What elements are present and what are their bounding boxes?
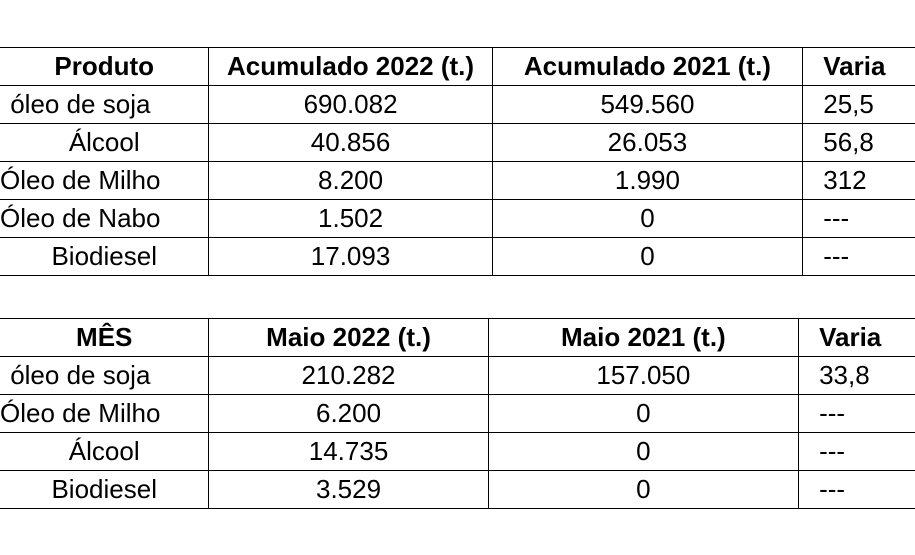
value-cell: 210.282 xyxy=(208,356,489,395)
product-cell: Óleo de Milho xyxy=(0,161,210,200)
product-cell: Óleo de Nabo xyxy=(0,199,210,238)
product-cell: óleo de soja xyxy=(0,356,210,395)
header-variation: Varia xyxy=(802,47,915,86)
variation-cell: 312 xyxy=(802,161,915,200)
value-cell: 0 xyxy=(487,470,800,509)
value-cell: 14.735 xyxy=(208,432,489,471)
table-header-row: Produto Acumulado 2022 (t.) Acumulado 20… xyxy=(0,47,915,86)
value-cell: 690.082 xyxy=(208,85,493,124)
table-row: óleo de soja 210.282 157.050 33,8 xyxy=(0,356,915,395)
product-cell: Álcool xyxy=(0,432,210,471)
variation-cell: --- xyxy=(798,394,915,433)
product-cell: óleo de soja xyxy=(0,85,210,124)
accumulated-table: Produto Acumulado 2022 (t.) Acumulado 20… xyxy=(0,47,915,276)
product-cell: Biodiesel xyxy=(0,237,210,276)
value-cell: 8.200 xyxy=(208,161,493,200)
variation-cell: 33,8 xyxy=(798,356,915,395)
table-header-row: MÊS Maio 2022 (t.) Maio 2021 (t.) Varia xyxy=(0,318,915,357)
variation-cell: --- xyxy=(802,237,915,276)
variation-cell: --- xyxy=(798,470,915,509)
value-cell: 0 xyxy=(491,199,804,238)
table-row: Álcool 14.735 0 --- xyxy=(0,432,915,471)
variation-cell: --- xyxy=(802,199,915,238)
monthly-table: MÊS Maio 2022 (t.) Maio 2021 (t.) Varia … xyxy=(0,318,915,509)
table-row: Biodiesel 3.529 0 --- xyxy=(0,470,915,509)
variation-cell: --- xyxy=(798,432,915,471)
header-month: MÊS xyxy=(0,318,210,357)
value-cell: 1.990 xyxy=(491,161,804,200)
header-accumulated-2021: Acumulado 2021 (t.) xyxy=(491,47,804,86)
value-cell: 1.502 xyxy=(208,199,493,238)
value-cell: 3.529 xyxy=(208,470,489,509)
product-cell: Biodiesel xyxy=(0,470,210,509)
variation-cell: 25,5 xyxy=(802,85,915,124)
table-row: Álcool 40.856 26.053 56,8 xyxy=(0,123,915,162)
header-may-2022: Maio 2022 (t.) xyxy=(208,318,489,357)
value-cell: 0 xyxy=(487,394,800,433)
value-cell: 40.856 xyxy=(208,123,493,162)
variation-cell: 56,8 xyxy=(802,123,915,162)
table-row: Biodiesel 17.093 0 --- xyxy=(0,237,915,276)
table-row: Óleo de Nabo 1.502 0 --- xyxy=(0,199,915,238)
header-may-2021: Maio 2021 (t.) xyxy=(487,318,800,357)
value-cell: 0 xyxy=(487,432,800,471)
value-cell: 157.050 xyxy=(487,356,800,395)
value-cell: 17.093 xyxy=(208,237,493,276)
product-cell: Álcool xyxy=(0,123,210,162)
value-cell: 26.053 xyxy=(491,123,804,162)
value-cell: 6.200 xyxy=(208,394,489,433)
table-row: Óleo de Milho 6.200 0 --- xyxy=(0,394,915,433)
table-row: óleo de soja 690.082 549.560 25,5 xyxy=(0,85,915,124)
value-cell: 0 xyxy=(491,237,804,276)
header-variation: Varia xyxy=(798,318,915,357)
header-product: Produto xyxy=(0,47,210,86)
header-accumulated-2022: Acumulado 2022 (t.) xyxy=(208,47,493,86)
table-row: Óleo de Milho 8.200 1.990 312 xyxy=(0,161,915,200)
value-cell: 549.560 xyxy=(491,85,804,124)
product-cell: Óleo de Milho xyxy=(0,394,210,433)
